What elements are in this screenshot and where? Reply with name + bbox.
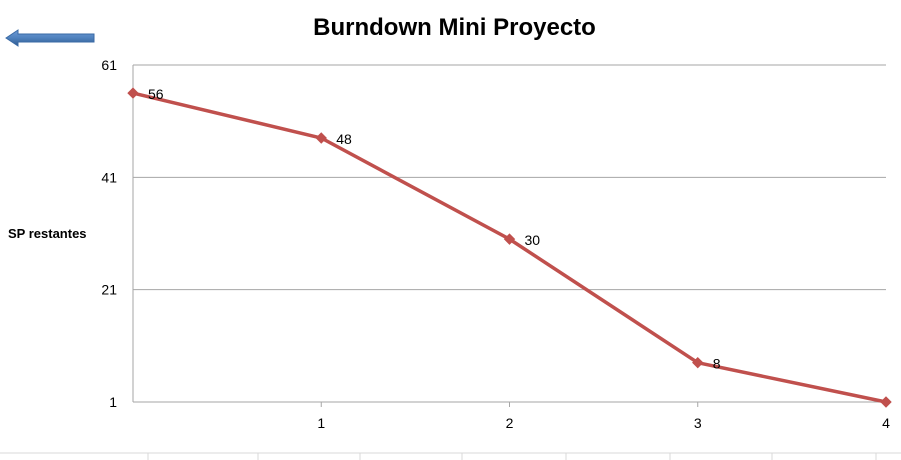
y-tick-label: 21	[101, 282, 117, 298]
y-tick-label: 1	[109, 394, 117, 410]
x-tick-label: 2	[506, 415, 514, 431]
data-label: 30	[525, 232, 541, 248]
x-tick-label: 3	[694, 415, 702, 431]
x-tick-label: 4	[882, 415, 890, 431]
data-point-marker	[503, 233, 516, 245]
data-label: 8	[713, 356, 721, 372]
data-point-marker	[880, 396, 892, 408]
data-point-marker	[127, 87, 139, 99]
y-tick-label: 61	[101, 57, 117, 73]
chart-title: Burndown Mini Proyecto	[313, 14, 596, 41]
data-point-marker	[692, 356, 704, 369]
series-line	[132, 91, 887, 404]
y-axis-label: SP restantes	[8, 226, 87, 241]
x-tick-label: 1	[317, 415, 325, 431]
data-point-marker	[315, 132, 327, 144]
data-label: 56	[148, 86, 164, 102]
y-tick-label: 41	[101, 169, 117, 185]
data-label: 48	[336, 131, 352, 147]
arrow-left-icon[interactable]	[4, 28, 96, 48]
